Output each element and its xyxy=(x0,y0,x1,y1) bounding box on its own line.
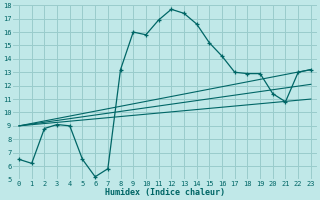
X-axis label: Humidex (Indice chaleur): Humidex (Indice chaleur) xyxy=(105,188,225,197)
